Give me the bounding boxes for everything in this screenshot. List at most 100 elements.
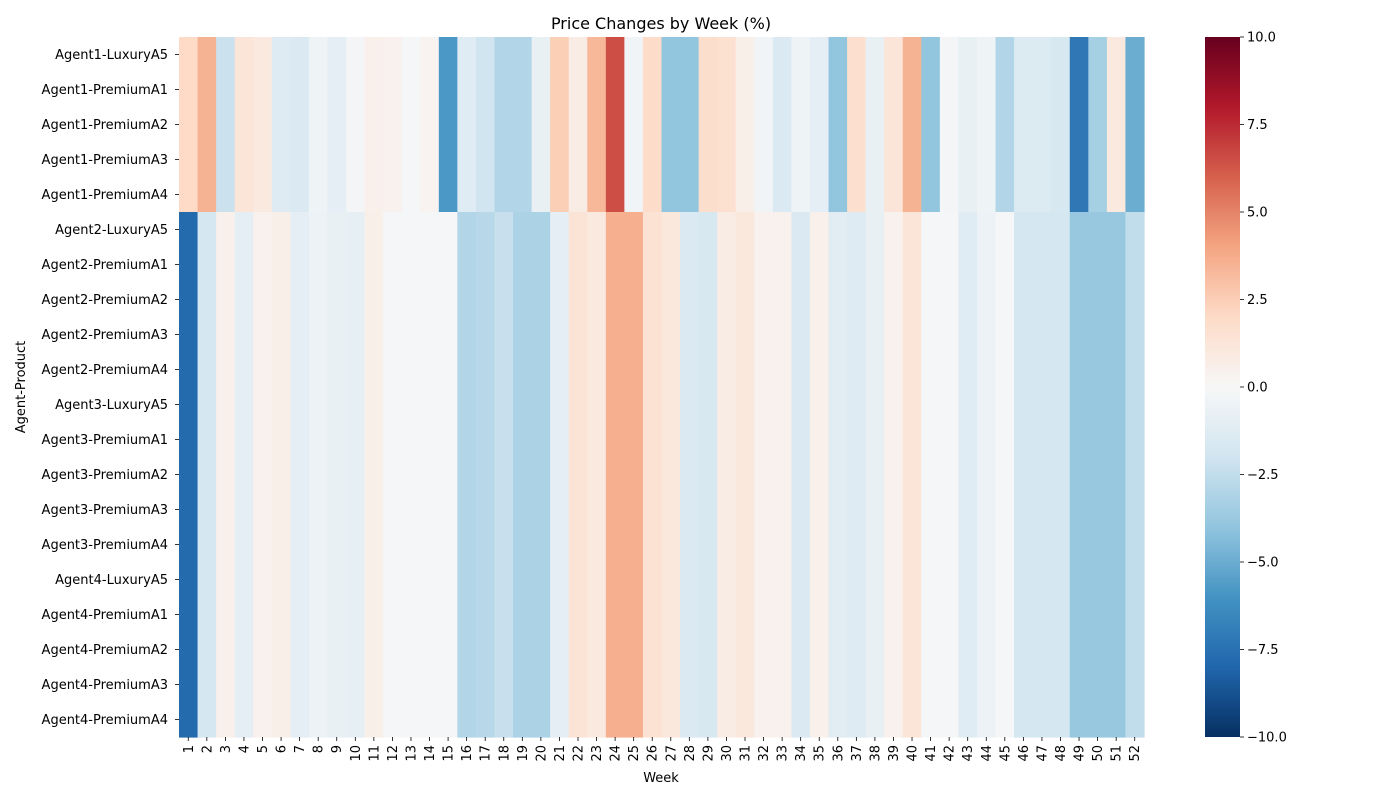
- heatmap-cell: [383, 597, 403, 633]
- heatmap-cell: [754, 107, 774, 143]
- heatmap-cell: [698, 632, 718, 668]
- heatmap-cell: [884, 667, 904, 703]
- heatmap-cell: [791, 492, 811, 528]
- heatmap-cell: [754, 457, 774, 493]
- heatmap-cell: [457, 492, 477, 528]
- heatmap-cell: [791, 247, 811, 283]
- heatmap-cell: [605, 702, 625, 738]
- heatmap-cell: [847, 142, 867, 178]
- heatmap-cell: [290, 632, 310, 668]
- heatmap-cell: [735, 212, 755, 248]
- heatmap-cell: [939, 667, 960, 703]
- heatmap-cell: [847, 212, 867, 248]
- heatmap-cell: [772, 702, 793, 738]
- heatmap-cell: [475, 702, 496, 738]
- heatmap-cell: [346, 352, 366, 388]
- heatmap-cell: [290, 597, 310, 633]
- heatmap-cell: [346, 387, 366, 423]
- heatmap-cell: [550, 177, 570, 213]
- heatmap-cell: [179, 562, 199, 598]
- heatmap-cell: [550, 562, 570, 598]
- heatmap-cell: [828, 72, 848, 108]
- heatmap-cell: [568, 72, 588, 108]
- heatmap-cell: [902, 282, 922, 318]
- heatmap-cell: [513, 387, 533, 423]
- heatmap-cell: [550, 142, 570, 178]
- heatmap-cell: [531, 422, 551, 458]
- heatmap-cell: [346, 212, 366, 248]
- heatmap-cell: [847, 317, 867, 353]
- heatmap-cell: [976, 37, 997, 73]
- heatmap-cell: [494, 352, 514, 388]
- heatmap-cell: [494, 177, 514, 213]
- heatmap-cell: [383, 72, 403, 108]
- heatmap-cell: [568, 702, 588, 738]
- heatmap-cell: [438, 142, 458, 178]
- heatmap-cell: [401, 702, 421, 738]
- heatmap-cell: [791, 107, 811, 143]
- heatmap-cell: [253, 317, 273, 353]
- heatmap-cell: [661, 177, 681, 213]
- heatmap-cell: [401, 352, 421, 388]
- heatmap-cell: [921, 142, 941, 178]
- heatmap-cell: [513, 632, 533, 668]
- heatmap-cell: [661, 247, 681, 283]
- heatmap-cell: [1014, 317, 1034, 353]
- heatmap-cell: [401, 667, 421, 703]
- heatmap-cell: [791, 387, 811, 423]
- heatmap-cell: [327, 422, 347, 458]
- heatmap-cell: [958, 387, 978, 423]
- heatmap-cell: [865, 422, 885, 458]
- heatmap-cell: [550, 422, 570, 458]
- heatmap-cell: [234, 527, 254, 563]
- heatmap-cell: [624, 667, 644, 703]
- heatmap-cell: [494, 632, 514, 668]
- heatmap-cell: [290, 212, 310, 248]
- colorbar-tick-label: 0.0: [1247, 381, 1268, 396]
- heatmap-cell: [958, 632, 978, 668]
- heatmap-cell: [383, 247, 403, 283]
- heatmap-cell: [308, 562, 329, 598]
- heatmap-cell: [327, 632, 347, 668]
- x-tick-label: 36: [831, 745, 846, 762]
- heatmap-cell: [531, 352, 551, 388]
- heatmap-cell: [587, 527, 607, 563]
- heatmap-cell: [809, 597, 830, 633]
- heatmap-cell: [550, 212, 570, 248]
- heatmap-cell: [642, 107, 663, 143]
- heatmap-cell: [791, 212, 811, 248]
- heatmap-cell: [735, 457, 755, 493]
- heatmap-cell: [401, 72, 421, 108]
- heatmap-cell: [457, 667, 477, 703]
- heatmap-cell: [587, 597, 607, 633]
- heatmap-cell: [1088, 597, 1108, 633]
- y-tick-label: Agent3-PremiumA3: [42, 503, 168, 518]
- heatmap-cell: [754, 72, 774, 108]
- heatmap-cell: [624, 317, 644, 353]
- heatmap-cell: [420, 702, 440, 738]
- heatmap-cell: [642, 282, 663, 318]
- heatmap-cell: [1032, 597, 1052, 633]
- heatmap-cell: [661, 492, 681, 528]
- heatmap-cell: [271, 107, 291, 143]
- heatmap-cell: [513, 702, 533, 738]
- heatmap-cell: [735, 107, 755, 143]
- heatmap-cell: [364, 177, 384, 213]
- x-tick-label: 4: [237, 745, 252, 753]
- heatmap-cell: [939, 422, 960, 458]
- heatmap-cell: [475, 597, 496, 633]
- heatmap-cell: [1125, 457, 1145, 493]
- heatmap-cell: [1032, 282, 1052, 318]
- heatmap-cell: [346, 457, 366, 493]
- heatmap-cell: [661, 212, 681, 248]
- heatmap-cell: [457, 597, 477, 633]
- heatmap-cell: [364, 422, 384, 458]
- heatmap-cell: [587, 667, 607, 703]
- heatmap-cell: [754, 702, 774, 738]
- heatmap-cell: [1106, 562, 1127, 598]
- heatmap-cell: [865, 387, 885, 423]
- colorbar: 10.0 7.5 5.0 2.5 0.0 −2.5 −5.0 −7.5 −10.0: [1205, 31, 1287, 746]
- heatmap-cell: [698, 247, 718, 283]
- heatmap-cell: [457, 562, 477, 598]
- heatmap-cell: [568, 37, 588, 73]
